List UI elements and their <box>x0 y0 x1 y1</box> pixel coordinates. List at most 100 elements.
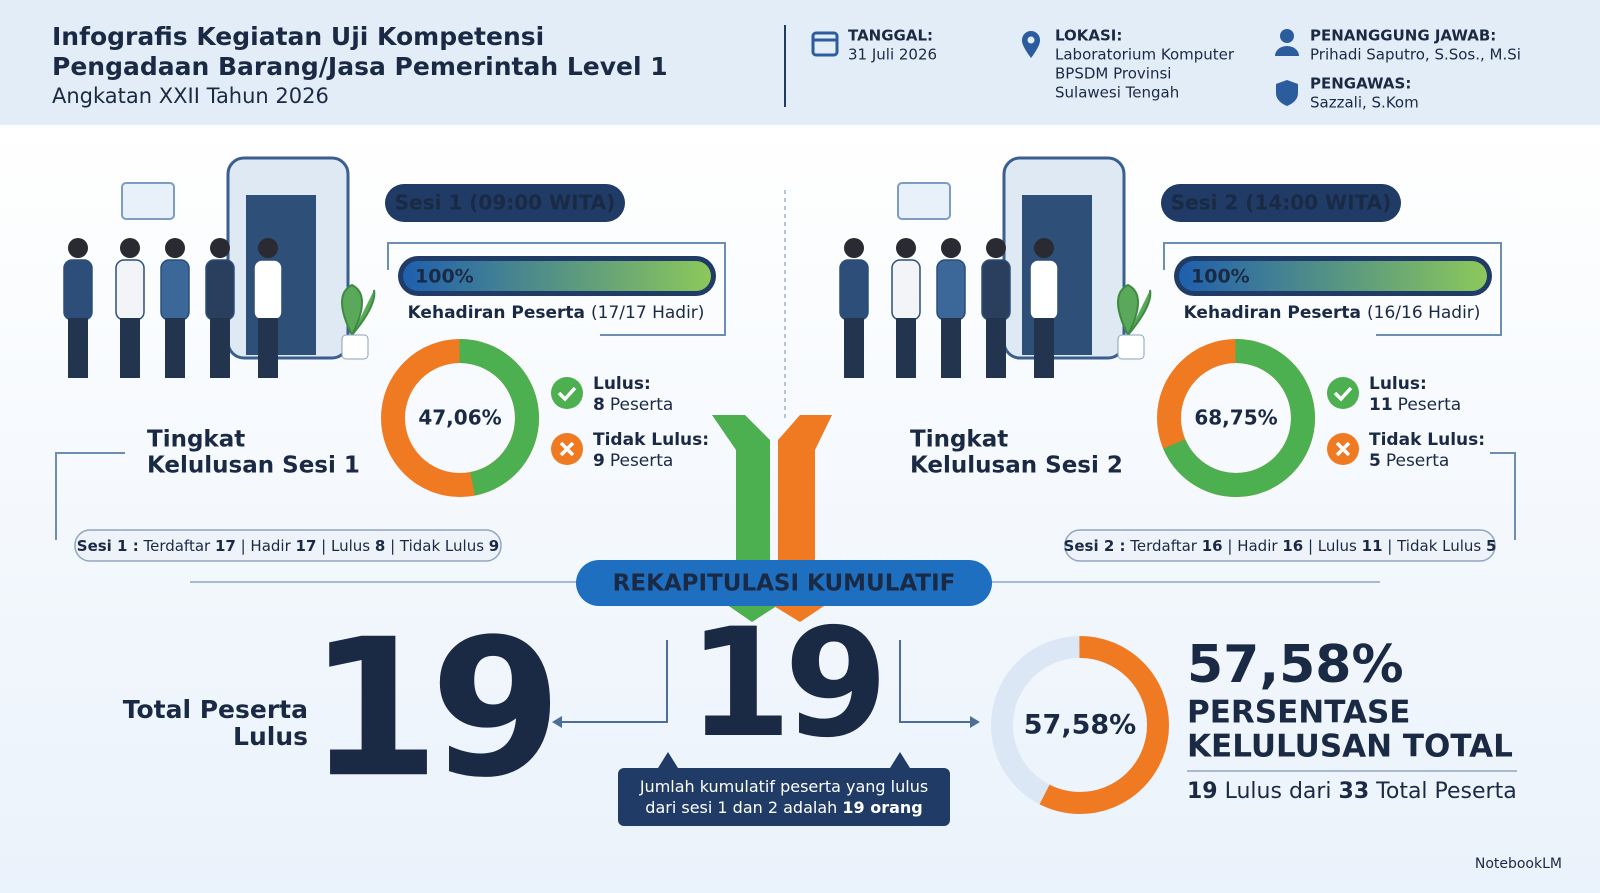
text-part: | Lulus <box>1303 537 1361 555</box>
cumulative-passed: 19 <box>688 597 881 771</box>
plant <box>1117 283 1152 336</box>
session-badge-label: Sesi 1 (09:00 WITA) <box>395 191 616 215</box>
recap-pill <box>576 560 992 606</box>
text-part: 19 orang <box>842 798 922 817</box>
attendance-frame <box>387 242 726 336</box>
person-body <box>115 259 145 321</box>
pass-count: 8 <box>593 395 605 415</box>
person-legs <box>941 318 961 378</box>
text-part: | Hadir <box>1223 537 1283 555</box>
attendance-value: 100% <box>1191 266 1250 288</box>
person-head <box>68 238 88 258</box>
person-head <box>941 238 961 258</box>
info-value: Prihadi Saputro, S.Sos., M.Si <box>1310 46 1521 64</box>
text-part: 17 <box>215 537 236 555</box>
attendance-title: Kehadiran Peserta <box>408 303 585 323</box>
session-summary: Sesi 2 : Terdaftar 16 | Hadir 16 | Lulus… <box>1064 537 1497 555</box>
session-heading: Kelulusan Sesi 1 <box>147 453 360 479</box>
overall-heading: PERSENTASE <box>1187 695 1410 731</box>
text-part: Terdaftar <box>1125 537 1201 555</box>
pot <box>1117 334 1145 360</box>
fail-count: 5 <box>1369 451 1381 471</box>
location-icon <box>1022 31 1040 58</box>
person-head <box>165 238 185 258</box>
illustration <box>839 156 1152 378</box>
text-part: 16 <box>1282 537 1303 555</box>
attendance-frame <box>1163 242 1502 336</box>
attendance-detail: (17/17 Hadir) <box>591 303 704 323</box>
session-heading: Kelulusan Sesi 2 <box>910 453 1123 479</box>
person-legs <box>1034 318 1054 378</box>
pass-count-line: 8 Peserta <box>593 395 673 415</box>
person-legs <box>165 318 185 378</box>
session-heading: Tingkat <box>147 427 245 453</box>
overall-donut-arc <box>991 636 1169 814</box>
pass-icon-mark <box>1333 386 1353 402</box>
overall-heading: KELULUSAN TOTAL <box>1187 729 1513 765</box>
connector-lines <box>560 640 975 723</box>
summary-brackets <box>55 452 1516 540</box>
text-part: Sesi 2 : <box>1064 537 1126 555</box>
caption-line: dari sesi 1 dan 2 adalah 19 orang <box>645 798 922 817</box>
person-head <box>120 238 140 258</box>
info-value: Sulawesi Tengah <box>1055 84 1179 102</box>
person-legs <box>258 318 278 378</box>
summary-pill <box>74 529 502 562</box>
attendance-bar <box>1179 261 1487 291</box>
person-body <box>891 259 921 321</box>
pass-label: Lulus: <box>1369 374 1427 394</box>
illustration <box>63 156 376 378</box>
pass-icon <box>551 377 583 409</box>
info-label: TANGGAL: <box>848 27 933 45</box>
session-badge-label: Sesi 2 (14:00 WITA) <box>1171 191 1392 215</box>
shield-icon <box>1276 80 1298 106</box>
pass-icon <box>1327 377 1359 409</box>
text-part: | Tidak Lulus <box>1383 537 1486 555</box>
person-head <box>210 238 230 258</box>
person-head <box>844 238 864 258</box>
pass-unit: Peserta <box>610 395 674 415</box>
info-value: 31 Juli 2026 <box>848 46 937 64</box>
attendance-bar <box>403 261 711 291</box>
calendar-icon <box>811 31 839 57</box>
footer-brand: NotebookLM <box>1475 856 1562 872</box>
pot <box>341 334 369 360</box>
pass-donut-arc <box>381 339 539 497</box>
text-part: Sesi 1 : <box>77 537 139 555</box>
pass-label: Lulus: <box>593 374 651 394</box>
session-badge <box>385 184 625 222</box>
person-body <box>160 259 190 321</box>
person-head <box>1034 238 1054 258</box>
session-summary: Sesi 1 : Terdaftar 17 | Hadir 17 | Lulus… <box>77 537 499 555</box>
text-part: 9 <box>489 537 499 555</box>
text-part: 11 <box>1362 537 1383 555</box>
recap-title: REKAPITULASI KUMULATIF <box>613 571 956 597</box>
text-part: dari sesi 1 dan 2 adalah <box>645 798 842 817</box>
pass-count: 11 <box>1369 395 1393 415</box>
info-label: PENGAWAS: <box>1310 75 1411 93</box>
pass-icon-mark <box>557 386 577 402</box>
fail-icon-mark <box>1335 441 1351 457</box>
fail-count-line: 9 Peserta <box>593 451 673 471</box>
text-part: 16 <box>1202 537 1223 555</box>
pass-rate: 47,06% <box>418 406 501 430</box>
fail-label: Tidak Lulus: <box>1369 430 1485 450</box>
person-head <box>896 238 916 258</box>
attendance-value: 100% <box>415 266 474 288</box>
text-part: Total Peserta <box>1369 779 1517 804</box>
summary-pill <box>1064 529 1496 562</box>
fail-unit: Peserta <box>610 451 674 471</box>
text-part: Lulus dari <box>1218 779 1339 804</box>
pass-rate: 68,75% <box>1194 406 1277 430</box>
person-legs <box>986 318 1006 378</box>
pass-count-line: 11 Peserta <box>1369 395 1461 415</box>
pass-donut-arc <box>1157 339 1315 497</box>
fail-count: 9 <box>593 451 605 471</box>
header-band <box>0 0 1600 125</box>
person-head <box>986 238 1006 258</box>
text-part: 8 <box>375 537 385 555</box>
overall-rate-large: 57,58% <box>1187 635 1404 695</box>
id-card <box>897 182 951 220</box>
